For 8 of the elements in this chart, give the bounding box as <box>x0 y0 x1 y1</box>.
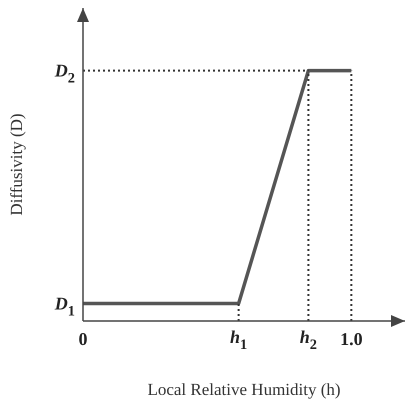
annotation: h$_{1}$ <box>230 327 248 354</box>
annotation: h$_{2}$ <box>300 327 318 354</box>
annotation: D$_{2}$ <box>54 60 75 87</box>
x-tick-label: 0 <box>78 329 88 349</box>
annotation: D$_{1}$ <box>54 293 75 320</box>
x-axis-title: Local Relative Humidity (h) <box>147 380 341 399</box>
x-tick-label: 1.0 <box>340 329 363 349</box>
y-axis-title: Diffusivity (D) <box>7 113 26 216</box>
